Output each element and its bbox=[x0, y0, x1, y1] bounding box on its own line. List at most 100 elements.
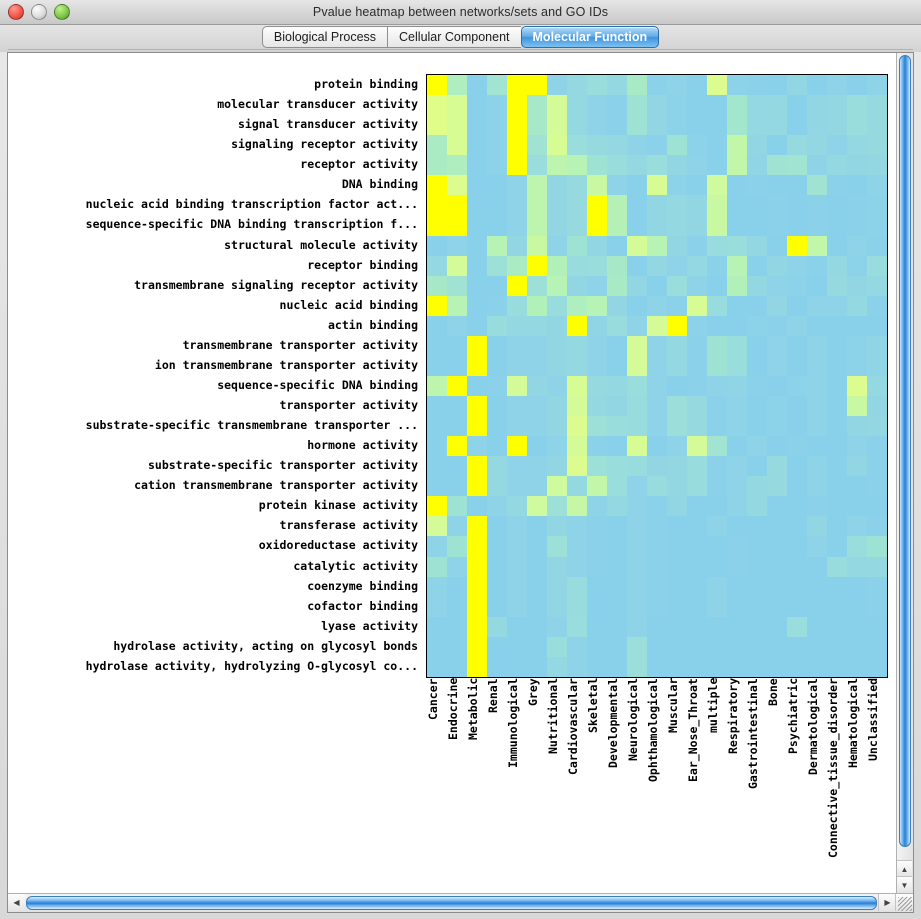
heatmap-cell[interactable] bbox=[647, 596, 667, 617]
heatmap-cell[interactable] bbox=[527, 636, 547, 657]
heatmap-cell[interactable] bbox=[727, 396, 747, 417]
heatmap-cell[interactable] bbox=[727, 135, 747, 156]
heatmap-cell[interactable] bbox=[467, 536, 487, 557]
heatmap-cell[interactable] bbox=[667, 656, 687, 677]
heatmap-cell[interactable] bbox=[747, 516, 767, 537]
tab-molecular-function[interactable]: Molecular Function bbox=[520, 26, 660, 48]
heatmap-cell[interactable] bbox=[807, 536, 827, 557]
heatmap-cell[interactable] bbox=[427, 275, 447, 296]
heatmap-cell[interactable] bbox=[787, 596, 807, 617]
heatmap-cell[interactable] bbox=[767, 175, 787, 196]
heatmap-cell[interactable] bbox=[587, 536, 607, 557]
heatmap-cell[interactable] bbox=[427, 295, 447, 316]
heatmap-cell[interactable] bbox=[767, 215, 787, 236]
heatmap-cell[interactable] bbox=[627, 636, 647, 657]
heatmap-cell[interactable] bbox=[827, 95, 847, 116]
heatmap-cell[interactable] bbox=[507, 416, 527, 437]
heatmap-cell[interactable] bbox=[507, 115, 527, 136]
heatmap-cell[interactable] bbox=[847, 135, 867, 156]
heatmap-cell[interactable] bbox=[727, 456, 747, 477]
heatmap-cell[interactable] bbox=[747, 656, 767, 677]
heatmap-cell[interactable] bbox=[747, 315, 767, 336]
heatmap-cell[interactable] bbox=[427, 215, 447, 236]
heatmap-cell[interactable] bbox=[827, 476, 847, 497]
heatmap-cell[interactable] bbox=[847, 315, 867, 336]
heatmap-cell[interactable] bbox=[707, 275, 727, 296]
heatmap-cell[interactable] bbox=[787, 536, 807, 557]
heatmap-cell[interactable] bbox=[767, 135, 787, 156]
heatmap-cell[interactable] bbox=[607, 175, 627, 196]
heatmap-cell[interactable] bbox=[647, 456, 667, 477]
heatmap-cell[interactable] bbox=[727, 476, 747, 497]
heatmap-cell[interactable] bbox=[527, 436, 547, 457]
heatmap-cell[interactable] bbox=[487, 496, 507, 517]
heatmap-cell[interactable] bbox=[767, 95, 787, 116]
heatmap-cell[interactable] bbox=[847, 115, 867, 136]
heatmap-cell[interactable] bbox=[707, 135, 727, 156]
heatmap-cell[interactable] bbox=[847, 335, 867, 356]
heatmap-cell[interactable] bbox=[647, 315, 667, 336]
heatmap-cell[interactable] bbox=[587, 335, 607, 356]
heatmap-cell[interactable] bbox=[747, 536, 767, 557]
heatmap-cell[interactable] bbox=[527, 596, 547, 617]
heatmap-cell[interactable] bbox=[487, 416, 507, 437]
heatmap-cell[interactable] bbox=[787, 616, 807, 637]
heatmap-cell[interactable] bbox=[507, 75, 527, 96]
heatmap-cell[interactable] bbox=[787, 375, 807, 396]
heatmap-cell[interactable] bbox=[787, 275, 807, 296]
heatmap-cell[interactable] bbox=[827, 335, 847, 356]
heatmap-cell[interactable] bbox=[547, 636, 567, 657]
heatmap-cell[interactable] bbox=[787, 295, 807, 316]
heatmap-cell[interactable] bbox=[687, 75, 707, 96]
heatmap-cell[interactable] bbox=[487, 516, 507, 537]
heatmap-cell[interactable] bbox=[567, 235, 587, 256]
heatmap-cell[interactable] bbox=[807, 596, 827, 617]
heatmap-cell[interactable] bbox=[487, 375, 507, 396]
heatmap-cell[interactable] bbox=[607, 616, 627, 637]
heatmap-cell[interactable] bbox=[687, 275, 707, 296]
heatmap-cell[interactable] bbox=[567, 75, 587, 96]
heatmap-cell[interactable] bbox=[607, 596, 627, 617]
heatmap-cell[interactable] bbox=[607, 135, 627, 156]
heatmap-cell[interactable] bbox=[747, 95, 767, 116]
heatmap-cell[interactable] bbox=[527, 556, 547, 577]
heatmap-cell[interactable] bbox=[787, 556, 807, 577]
heatmap-cell[interactable] bbox=[567, 516, 587, 537]
heatmap-cell[interactable] bbox=[687, 436, 707, 457]
heatmap-cell[interactable] bbox=[567, 436, 587, 457]
heatmap-cell[interactable] bbox=[467, 476, 487, 497]
heatmap-cell[interactable] bbox=[627, 596, 647, 617]
heatmap-cell[interactable] bbox=[547, 396, 567, 417]
heatmap-cell[interactable] bbox=[807, 556, 827, 577]
heatmap-cell[interactable] bbox=[427, 255, 447, 276]
heatmap-cell[interactable] bbox=[767, 75, 787, 96]
heatmap-cell[interactable] bbox=[527, 456, 547, 477]
vertical-scrollbar[interactable]: ▲ ▼ bbox=[896, 53, 913, 893]
heatmap-cell[interactable] bbox=[507, 636, 527, 657]
heatmap-cell[interactable] bbox=[427, 616, 447, 637]
heatmap-cell[interactable] bbox=[507, 476, 527, 497]
heatmap-cell[interactable] bbox=[687, 115, 707, 136]
heatmap-cell[interactable] bbox=[647, 375, 667, 396]
heatmap-cell[interactable] bbox=[867, 215, 887, 236]
heatmap-cell[interactable] bbox=[607, 656, 627, 677]
heatmap-cell[interactable] bbox=[687, 536, 707, 557]
heatmap-cell[interactable] bbox=[627, 536, 647, 557]
heatmap-cell[interactable] bbox=[527, 215, 547, 236]
heatmap-cell[interactable] bbox=[847, 95, 867, 116]
heatmap-cell[interactable] bbox=[447, 476, 467, 497]
heatmap-cell[interactable] bbox=[807, 315, 827, 336]
heatmap-cell[interactable] bbox=[667, 275, 687, 296]
heatmap-cell[interactable] bbox=[727, 235, 747, 256]
heatmap-cell[interactable] bbox=[627, 375, 647, 396]
heatmap-cell[interactable] bbox=[587, 75, 607, 96]
heatmap-cell[interactable] bbox=[647, 155, 667, 176]
heatmap-cell[interactable] bbox=[607, 235, 627, 256]
heatmap-cell[interactable] bbox=[867, 496, 887, 517]
heatmap-cell[interactable] bbox=[727, 576, 747, 597]
heatmap-cell[interactable] bbox=[527, 355, 547, 376]
heatmap-cell[interactable] bbox=[847, 496, 867, 517]
heatmap-cell[interactable] bbox=[827, 496, 847, 517]
heatmap-cell[interactable] bbox=[787, 135, 807, 156]
heatmap-cell[interactable] bbox=[847, 536, 867, 557]
